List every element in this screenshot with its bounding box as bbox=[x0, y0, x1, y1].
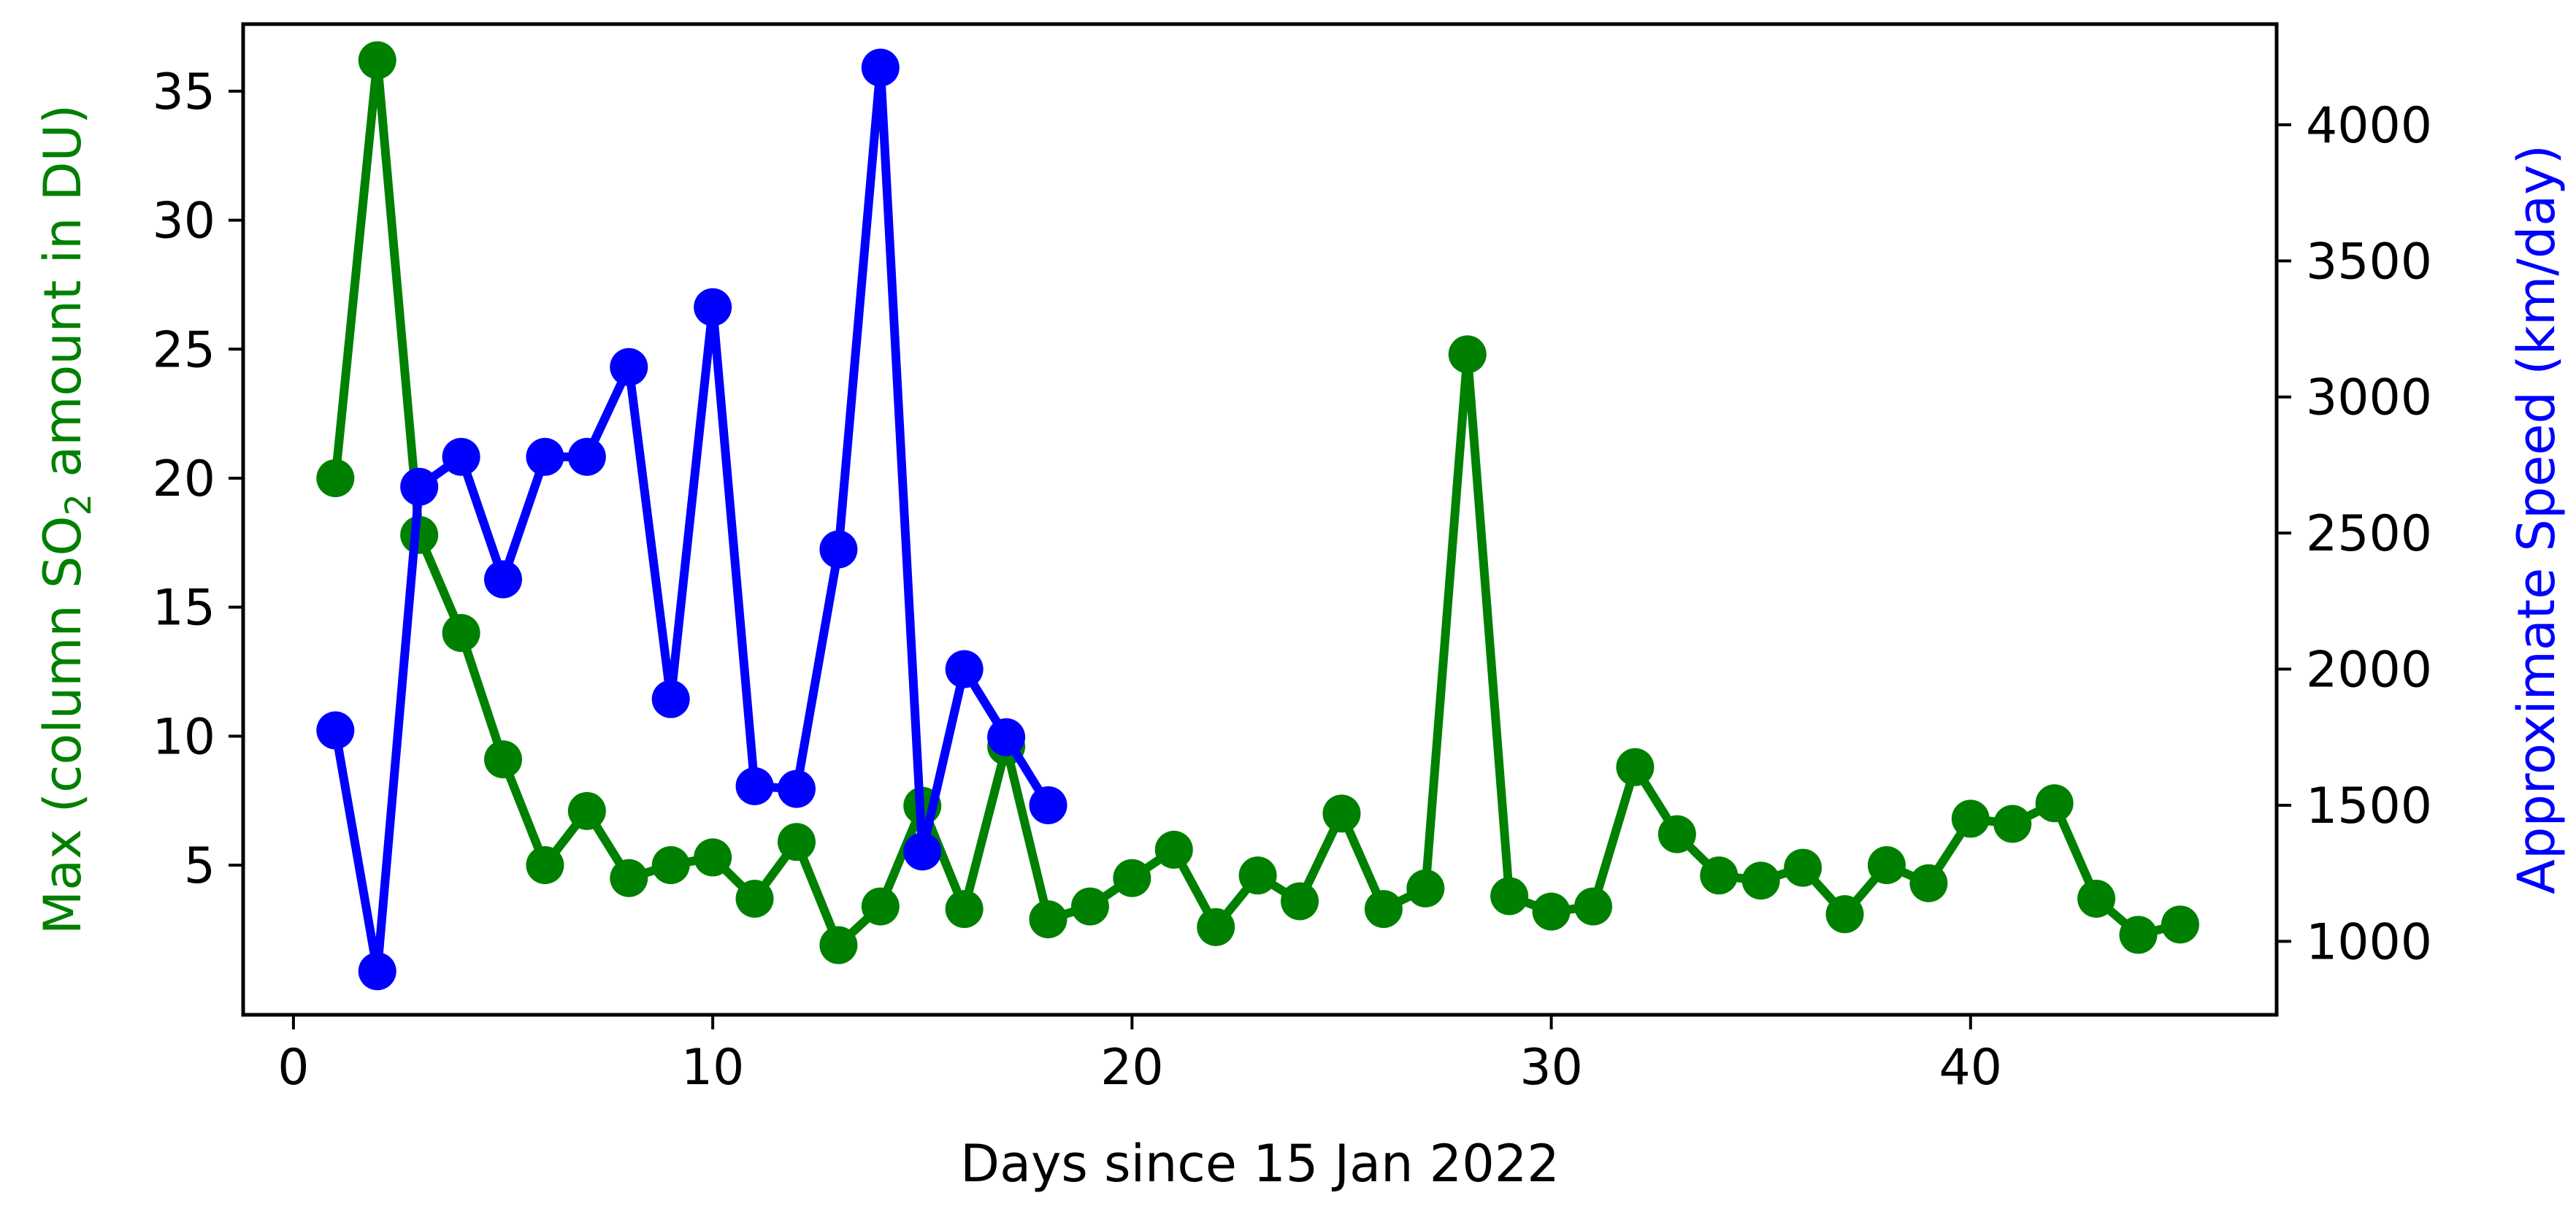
data-point-so2 bbox=[1322, 794, 1361, 833]
x-tick-label: 10 bbox=[681, 1039, 745, 1097]
data-point-so2 bbox=[1238, 856, 1277, 895]
data-point-so2 bbox=[819, 926, 858, 964]
data-point-speed bbox=[526, 437, 564, 476]
data-point-so2 bbox=[1197, 907, 1235, 946]
data-point-so2 bbox=[1867, 846, 1906, 885]
ticks-layer: 0 10 20 30 40 5 10 15 20 25 30 35 1000 1500 2000 2500 30… bbox=[152, 64, 2432, 1097]
data-point-so2 bbox=[1951, 799, 1990, 838]
x-tick-label: 40 bbox=[1939, 1039, 2003, 1097]
data-point-speed bbox=[651, 680, 690, 718]
data-point-so2 bbox=[1154, 830, 1193, 869]
data-point-speed bbox=[400, 467, 439, 506]
x-axis-label: Days since 15 Jan 2022 bbox=[960, 1134, 1560, 1194]
y-left-tick-label: 15 bbox=[152, 580, 215, 637]
y-axis-right-label: Approximate Speed (km/day) bbox=[2507, 145, 2567, 894]
y-left-tick-label: 25 bbox=[152, 321, 215, 379]
data-point-so2 bbox=[2035, 784, 2074, 823]
data-point-so2 bbox=[1490, 877, 1529, 916]
data-point-speed bbox=[358, 952, 396, 991]
x-tick-label: 0 bbox=[277, 1039, 309, 1097]
x-tick-label: 20 bbox=[1100, 1039, 1164, 1097]
data-point-so2 bbox=[777, 823, 816, 861]
data-point-speed bbox=[316, 711, 355, 750]
data-point-so2 bbox=[1281, 882, 1319, 921]
data-point-so2 bbox=[2077, 879, 2116, 918]
data-point-so2 bbox=[484, 740, 523, 779]
data-point-so2 bbox=[526, 846, 564, 885]
data-point-speed bbox=[903, 832, 942, 871]
data-point-so2 bbox=[610, 859, 648, 897]
data-point-so2 bbox=[567, 791, 606, 830]
data-point-so2 bbox=[1029, 900, 1067, 939]
y-right-tick-label: 4000 bbox=[2306, 97, 2432, 155]
data-point-speed bbox=[694, 288, 732, 326]
data-point-so2 bbox=[694, 838, 732, 877]
data-point-so2 bbox=[1825, 895, 1864, 934]
y-right-tick-label: 1500 bbox=[2306, 778, 2432, 835]
y-axis-left-label-prefix: Max (column SO bbox=[33, 515, 93, 934]
data-point-speed bbox=[777, 769, 816, 808]
data-point-so2 bbox=[2119, 916, 2158, 954]
data-point-speed bbox=[1029, 786, 1067, 824]
series-layer bbox=[316, 41, 2199, 991]
y-axis-left-label: Max (column SO2 amount in DU) bbox=[33, 104, 99, 934]
y-right-tick-label: 1000 bbox=[2306, 913, 2432, 971]
data-point-so2 bbox=[1909, 864, 1948, 902]
data-point-so2 bbox=[1784, 848, 1822, 887]
data-point-so2 bbox=[316, 458, 355, 497]
y-axis-left-label-subscript: 2 bbox=[58, 494, 99, 516]
data-point-so2 bbox=[1657, 815, 1696, 853]
data-point-so2 bbox=[1406, 869, 1445, 907]
data-point-so2 bbox=[1574, 887, 1613, 926]
series-line-speed bbox=[331, 63, 1053, 976]
data-point-speed bbox=[735, 767, 774, 805]
y-left-tick-label: 20 bbox=[152, 450, 215, 508]
data-point-so2 bbox=[2161, 905, 2199, 944]
y-right-tick-label: 3500 bbox=[2306, 233, 2432, 291]
data-point-so2 bbox=[358, 41, 396, 80]
y-left-tick-label: 30 bbox=[152, 193, 215, 250]
y-right-tick-label: 3000 bbox=[2306, 369, 2432, 427]
data-point-so2 bbox=[861, 887, 900, 926]
series-line-so2 bbox=[331, 55, 2185, 950]
data-point-speed bbox=[861, 48, 900, 87]
y-left-tick-label: 35 bbox=[152, 64, 215, 121]
data-point-so2 bbox=[1364, 890, 1403, 929]
y-left-tick-label: 10 bbox=[152, 708, 215, 766]
data-point-speed bbox=[987, 718, 1026, 756]
data-point-so2 bbox=[1448, 335, 1487, 374]
data-point-speed bbox=[567, 437, 606, 476]
data-point-so2 bbox=[651, 846, 690, 885]
data-point-so2 bbox=[1993, 805, 2032, 843]
y-left-tick-label: 5 bbox=[184, 837, 215, 895]
data-point-so2 bbox=[442, 613, 480, 652]
data-point-speed bbox=[945, 650, 984, 688]
data-point-so2 bbox=[1070, 887, 1109, 926]
plot-frame bbox=[241, 22, 2279, 1017]
data-point-so2 bbox=[945, 890, 984, 929]
data-point-so2 bbox=[1700, 856, 1739, 895]
data-point-so2 bbox=[735, 879, 774, 918]
data-point-so2 bbox=[1113, 859, 1151, 897]
y-right-tick-label: 2500 bbox=[2306, 505, 2432, 563]
data-point-so2 bbox=[1616, 748, 1655, 786]
data-point-speed bbox=[442, 437, 480, 476]
data-point-speed bbox=[610, 348, 648, 386]
y-right-tick-label: 2000 bbox=[2306, 642, 2432, 699]
data-point-so2 bbox=[1532, 892, 1571, 931]
y-axis-left-label-suffix: amount in DU) bbox=[33, 104, 93, 494]
data-point-speed bbox=[484, 560, 523, 599]
x-tick-label: 30 bbox=[1519, 1039, 1583, 1097]
data-point-so2 bbox=[1741, 861, 1780, 900]
data-point-speed bbox=[819, 530, 858, 569]
